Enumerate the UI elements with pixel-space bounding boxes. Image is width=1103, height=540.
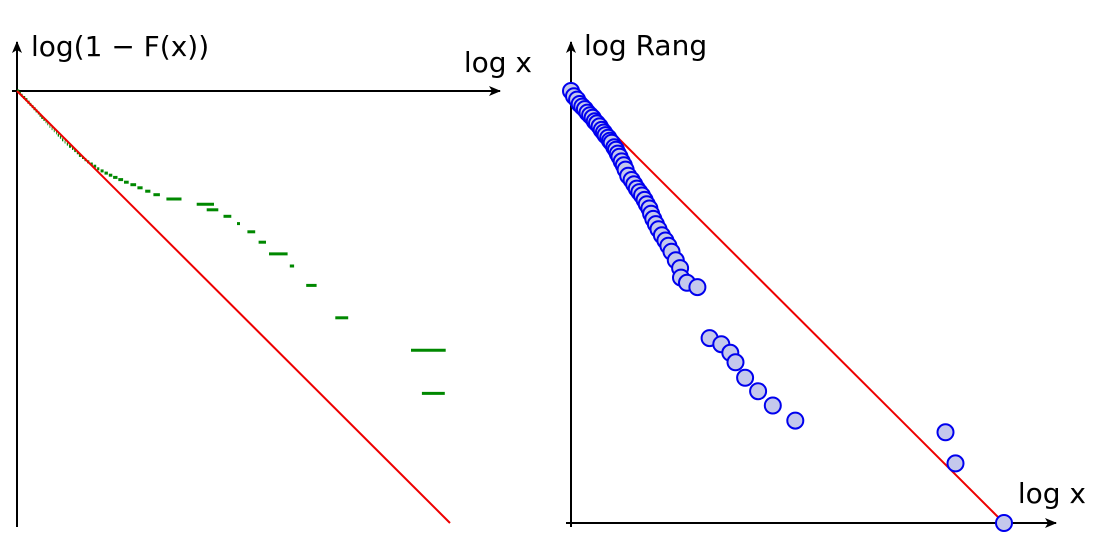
rank-scatter-series [562, 82, 1013, 532]
left-fit-line [16, 90, 451, 524]
right-x-axis-label: log x [1018, 477, 1086, 510]
right-y-axis-label: log Rang [584, 29, 707, 62]
scatter-point [786, 411, 805, 430]
left-x-axis-label: log x [464, 46, 532, 79]
scatter-point [736, 368, 755, 387]
left-y-axis-label: log(1 − F(x)) [31, 30, 209, 63]
scatter-point [946, 454, 965, 473]
right-fit-line [570, 90, 1005, 524]
scatter-point [726, 353, 745, 372]
scatter-point [749, 382, 768, 401]
scatter-point [995, 514, 1013, 532]
scatter-point [763, 396, 782, 415]
scatter-point [936, 423, 955, 442]
left-chart-survival-plot: log(1 − F(x)) log x [12, 30, 532, 527]
right-chart-rank-plot: log Rang log x [562, 29, 1086, 532]
empirical-step-series [17, 89, 446, 395]
scatter-point [688, 278, 707, 297]
